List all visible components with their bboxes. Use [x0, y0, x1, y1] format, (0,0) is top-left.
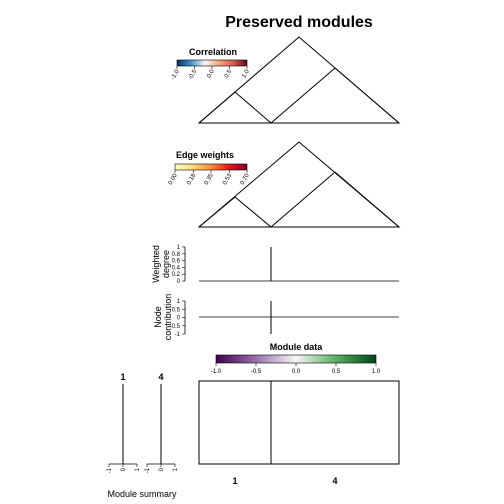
- correlation-module-4-block: [270, 67, 400, 124]
- module-data-legend-title: Module data: [270, 342, 323, 352]
- module-data-legend-tick-label: -1.0: [211, 369, 222, 375]
- node-contribution-tick-label: 0: [177, 316, 181, 322]
- node-contribution-ticks: -1 -0.5 0 0.5 1: [170, 299, 185, 338]
- node-contribution-tick-label: 1: [177, 299, 181, 305]
- weighted-degree-tick-label: 0.4: [172, 265, 181, 271]
- edge-weights-legend-tick-label: 0.70: [240, 172, 251, 186]
- module-summary-tick-label: -1: [107, 467, 113, 473]
- module-data-colorbar: [215, 354, 377, 364]
- edge-weights-legend-tick-label: 0.35: [204, 172, 215, 186]
- edge-weights-module-1-block: [198, 196, 272, 228]
- module-summary-title-1: 1: [120, 372, 125, 382]
- correlation-legend-tick-label: 0.5: [224, 68, 234, 79]
- plot-title: Preserved modules: [225, 14, 373, 31]
- module-summary-column-1: 1 -1 0 1: [107, 372, 141, 473]
- weighted-degree-tick-label: 0.2: [172, 272, 181, 278]
- edge-weights-legend-tick-label: 0.53: [222, 172, 233, 186]
- module-data-legend-tick-label: 1.0: [372, 369, 381, 375]
- weighted-degree-tick-label: 1: [177, 245, 181, 251]
- correlation-module-1-block: [198, 91, 272, 124]
- node-contribution-tick-label: -0.5: [170, 324, 181, 330]
- correlation-legend-tick-label: -0.5: [188, 68, 199, 81]
- edge-weights-legend-ticks: 0.00 0.18 0.35 0.53 0.70: [168, 170, 251, 186]
- node-contribution-tick-label: -1: [175, 332, 181, 338]
- module-summary-tick-label: 1: [173, 467, 179, 471]
- edge-weights-legend-tick-label: 0.00: [168, 172, 179, 186]
- node-contribution-label-line1: Node: [153, 306, 163, 328]
- module-summary-label: Module summary: [107, 489, 177, 499]
- weighted-degree-tick-label: 0.6: [172, 259, 181, 265]
- module-data-xtick-4: 4: [332, 476, 337, 486]
- weighted-degree-label-line2: degree: [161, 250, 171, 278]
- weighted-degree-tick-label: 0.8: [172, 252, 181, 258]
- module-summary-panel: 1 -1 0 1 4 -1 0 1 Module summary: [107, 372, 179, 499]
- node-contribution-tick-label: 0.5: [172, 307, 181, 313]
- module-data-legend-ticks: -1.0 -0.5 0.0 0.5 1.0: [211, 363, 381, 375]
- node-contribution-panel: Node contribution -1 -0.5 0 0.5 1: [153, 294, 399, 341]
- weighted-degree-label-line1: Weighted: [151, 245, 161, 283]
- edge-weights-module-4-block: [270, 171, 400, 228]
- module-summary-tick-label: 0: [121, 467, 127, 471]
- weighted-degree-tick-label: 0: [177, 279, 181, 285]
- edge-weights-panel: Edge weights 0.00 0.18 0.35 0.53 0.70: [168, 141, 401, 228]
- correlation-legend-ticks: -1.0 -0.5 0.0 0.5 1.0: [170, 66, 251, 81]
- module-summary-title-4: 4: [158, 372, 163, 382]
- correlation-legend-title: Correlation: [189, 47, 237, 57]
- weighted-degree-panel: Weighted degree 00.20.40.60.81: [151, 245, 399, 285]
- correlation-panel: Correlation -1.0 -0.5 0.0 0.5 1.0: [170, 36, 401, 124]
- module-data-panel: Module data -1.0 -0.5 0.0 0.5 1.0 1 4: [198, 342, 400, 486]
- correlation-legend-tick-label: -1.0: [170, 68, 181, 81]
- correlation-legend-tick-label: 0.0: [206, 68, 216, 79]
- module-data-xtick-1: 1: [232, 476, 237, 486]
- weighted-degree-ticks: 00.20.40.60.81: [172, 245, 185, 285]
- module-data-frame: [198, 380, 400, 465]
- edge-weights-colorbar: [174, 163, 248, 171]
- correlation-colorbar: [176, 59, 248, 67]
- module-summary-tick-label: 1: [135, 467, 141, 471]
- module-summary-tick-label: 0: [159, 467, 165, 471]
- module-summary-tick-label: -1: [145, 467, 151, 473]
- edge-weights-legend-title: Edge weights: [176, 150, 234, 160]
- module-data-legend-tick-label: 0.5: [332, 369, 341, 375]
- node-contribution-label-line2: contribution: [163, 294, 173, 341]
- module-data-legend-tick-label: -0.5: [251, 369, 262, 375]
- edge-weights-legend-tick-label: 0.18: [186, 172, 197, 186]
- correlation-legend-tick-label: 1.0: [241, 68, 251, 79]
- module-data-legend-tick-label: 0.0: [292, 369, 301, 375]
- module-summary-column-4: 4 -1 0 1: [145, 372, 179, 473]
